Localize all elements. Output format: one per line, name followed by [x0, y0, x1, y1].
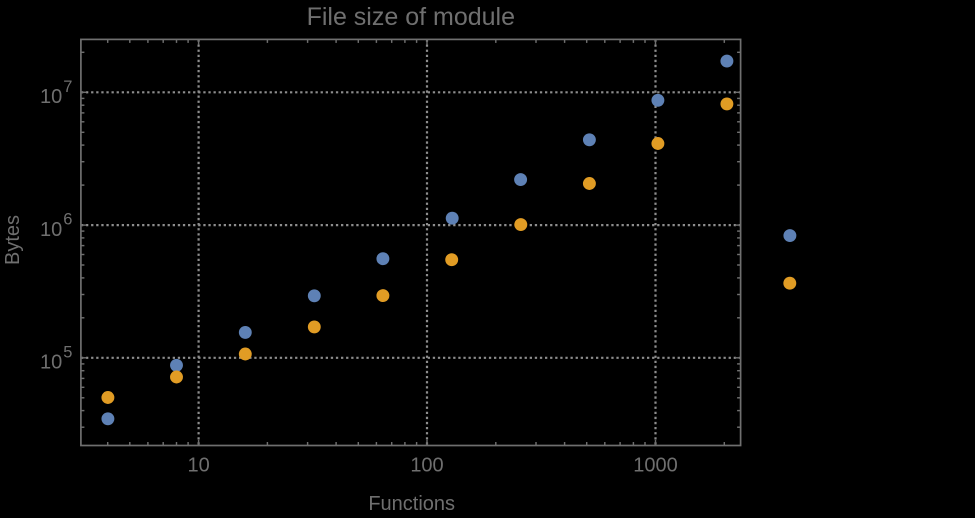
- svg-text:Bytes: Bytes: [2, 215, 24, 265]
- svg-text:10: 10: [40, 219, 62, 241]
- svg-text:10: 10: [40, 352, 62, 374]
- svg-text:10: 10: [187, 455, 209, 477]
- svg-text:1000: 1000: [633, 455, 678, 477]
- svg-text:6: 6: [63, 211, 72, 229]
- svg-text:Functions: Functions: [368, 493, 455, 513]
- svg-text:100: 100: [410, 455, 443, 477]
- svg-text:File size of module: File size of module: [307, 3, 515, 31]
- svg-text:10: 10: [40, 86, 62, 108]
- svg-text:5: 5: [63, 343, 72, 361]
- svg-text:7: 7: [63, 78, 72, 96]
